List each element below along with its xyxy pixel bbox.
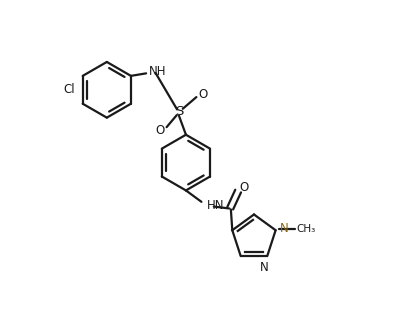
Text: Cl: Cl (64, 83, 75, 96)
Text: HN: HN (206, 199, 224, 212)
Text: N: N (260, 261, 268, 274)
Text: CH₃: CH₃ (297, 224, 316, 234)
Text: N: N (280, 222, 288, 235)
Text: O: O (239, 181, 248, 194)
Text: NH: NH (149, 65, 167, 78)
Text: O: O (199, 88, 208, 101)
Text: S: S (176, 105, 184, 118)
Text: O: O (155, 124, 165, 137)
